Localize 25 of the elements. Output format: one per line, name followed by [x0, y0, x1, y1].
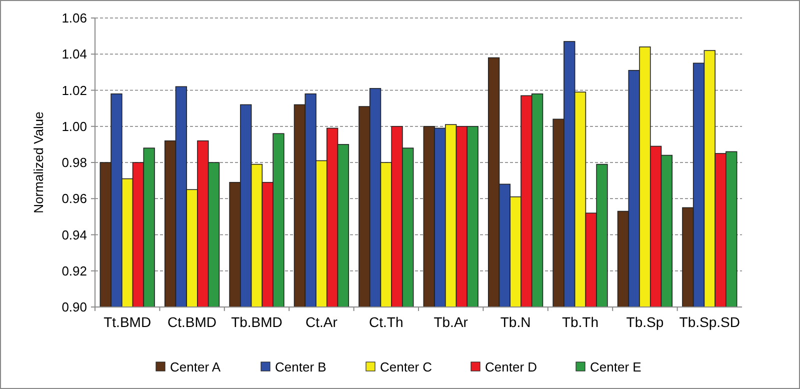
x-tick-label: Ct.BMD: [168, 314, 217, 330]
x-tick-label: Tb.Sp.SD: [679, 314, 740, 330]
legend-label: Center B: [275, 360, 326, 375]
y-tick-label: 0.98: [62, 155, 87, 170]
legend-label: Center C: [380, 360, 432, 375]
y-tick-label: 1.02: [62, 82, 87, 98]
x-tick-label: Tb.Th: [562, 314, 599, 330]
x-tick-label: Ct.Ar: [306, 314, 338, 330]
y-tick-label: 0.94: [62, 227, 87, 242]
x-tick-label: Tb.BMD: [231, 314, 282, 330]
y-tick-label: 0.92: [62, 263, 87, 278]
y-tick-label: 1.00: [62, 118, 87, 134]
x-tick-label: Tb.Ar: [434, 314, 468, 330]
y-tick-label: 1.06: [62, 10, 87, 26]
y-tick-label: 0.90: [62, 300, 87, 315]
legend-label: Center A: [170, 360, 221, 375]
x-tick-label: Tt.BMD: [104, 314, 152, 330]
legend-label: Center E: [590, 360, 642, 375]
y-axis-title: Normalized Value: [31, 112, 46, 214]
x-tick-label: Ct.Th: [369, 314, 404, 330]
y-tick-label: 0.96: [62, 191, 87, 206]
x-tick-label: Tb.N: [500, 314, 531, 330]
legend-label: Center D: [485, 360, 538, 375]
y-tick-label: 1.04: [62, 46, 87, 62]
x-tick-label: Tb.Sp: [626, 314, 664, 330]
